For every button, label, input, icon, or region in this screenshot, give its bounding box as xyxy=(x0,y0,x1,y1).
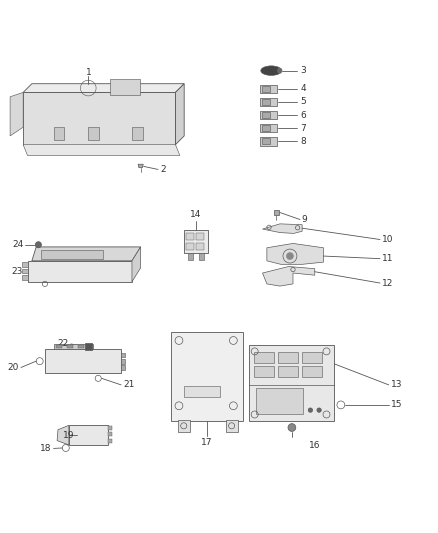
Text: 14: 14 xyxy=(190,211,201,220)
FancyBboxPatch shape xyxy=(262,99,270,105)
FancyBboxPatch shape xyxy=(260,111,277,119)
FancyBboxPatch shape xyxy=(262,86,270,92)
Polygon shape xyxy=(23,84,184,92)
Text: 7: 7 xyxy=(300,124,306,133)
FancyBboxPatch shape xyxy=(121,365,125,370)
FancyBboxPatch shape xyxy=(110,79,140,94)
FancyBboxPatch shape xyxy=(196,233,204,240)
FancyBboxPatch shape xyxy=(302,366,322,377)
FancyBboxPatch shape xyxy=(85,343,92,350)
Text: 1: 1 xyxy=(85,68,91,77)
Polygon shape xyxy=(23,92,176,144)
Text: 21: 21 xyxy=(123,381,134,390)
Polygon shape xyxy=(23,144,180,156)
Polygon shape xyxy=(28,261,132,282)
FancyBboxPatch shape xyxy=(278,366,298,377)
Polygon shape xyxy=(267,244,323,264)
Ellipse shape xyxy=(278,68,282,73)
FancyBboxPatch shape xyxy=(67,345,73,349)
Text: 15: 15 xyxy=(391,400,403,409)
FancyBboxPatch shape xyxy=(53,127,64,140)
Text: 18: 18 xyxy=(40,444,51,453)
FancyBboxPatch shape xyxy=(56,345,62,349)
Ellipse shape xyxy=(261,66,282,76)
Polygon shape xyxy=(262,266,315,286)
Polygon shape xyxy=(32,247,141,261)
FancyBboxPatch shape xyxy=(78,345,84,349)
FancyBboxPatch shape xyxy=(22,262,28,266)
FancyBboxPatch shape xyxy=(196,243,204,250)
Circle shape xyxy=(317,408,321,413)
FancyBboxPatch shape xyxy=(108,426,112,430)
Text: 23: 23 xyxy=(12,267,23,276)
FancyBboxPatch shape xyxy=(53,344,93,349)
FancyBboxPatch shape xyxy=(108,432,112,436)
Circle shape xyxy=(308,408,313,413)
FancyBboxPatch shape xyxy=(256,388,303,415)
Polygon shape xyxy=(132,247,141,282)
Text: 11: 11 xyxy=(382,254,394,263)
Text: 20: 20 xyxy=(7,363,19,372)
Polygon shape xyxy=(57,425,69,445)
FancyBboxPatch shape xyxy=(278,352,298,363)
FancyBboxPatch shape xyxy=(178,419,190,432)
Polygon shape xyxy=(138,164,143,168)
Text: 19: 19 xyxy=(63,431,74,440)
FancyBboxPatch shape xyxy=(254,352,274,363)
Text: 6: 6 xyxy=(300,110,306,119)
FancyBboxPatch shape xyxy=(132,127,143,140)
FancyBboxPatch shape xyxy=(121,353,125,358)
FancyBboxPatch shape xyxy=(22,269,28,273)
Text: 24: 24 xyxy=(12,240,23,249)
FancyBboxPatch shape xyxy=(226,419,238,432)
FancyBboxPatch shape xyxy=(88,127,99,140)
FancyBboxPatch shape xyxy=(260,98,277,107)
Text: 17: 17 xyxy=(201,439,212,447)
FancyBboxPatch shape xyxy=(198,253,204,260)
FancyBboxPatch shape xyxy=(254,366,274,377)
Text: 12: 12 xyxy=(382,279,394,287)
Text: 4: 4 xyxy=(300,84,306,93)
FancyBboxPatch shape xyxy=(45,349,121,373)
FancyBboxPatch shape xyxy=(186,243,194,250)
Polygon shape xyxy=(262,224,302,233)
Text: 8: 8 xyxy=(300,136,306,146)
FancyBboxPatch shape xyxy=(262,112,270,118)
FancyBboxPatch shape xyxy=(187,253,193,260)
Polygon shape xyxy=(274,211,279,215)
FancyBboxPatch shape xyxy=(250,345,334,421)
Text: 2: 2 xyxy=(160,165,166,174)
Text: 10: 10 xyxy=(382,235,394,244)
Text: 13: 13 xyxy=(391,381,403,390)
Circle shape xyxy=(286,253,293,260)
FancyBboxPatch shape xyxy=(262,138,270,144)
Circle shape xyxy=(35,241,42,248)
Polygon shape xyxy=(176,84,184,144)
FancyBboxPatch shape xyxy=(184,386,220,397)
FancyBboxPatch shape xyxy=(186,233,194,240)
FancyBboxPatch shape xyxy=(121,359,125,364)
FancyBboxPatch shape xyxy=(22,275,28,279)
Polygon shape xyxy=(10,92,23,136)
FancyBboxPatch shape xyxy=(260,124,277,133)
FancyBboxPatch shape xyxy=(260,85,277,93)
FancyBboxPatch shape xyxy=(260,137,277,146)
FancyBboxPatch shape xyxy=(171,332,243,421)
Text: 3: 3 xyxy=(300,66,306,75)
FancyBboxPatch shape xyxy=(184,230,208,254)
Text: 5: 5 xyxy=(300,98,306,107)
FancyBboxPatch shape xyxy=(108,439,112,443)
FancyBboxPatch shape xyxy=(302,352,322,363)
FancyBboxPatch shape xyxy=(69,425,108,445)
Circle shape xyxy=(288,424,296,431)
Text: 22: 22 xyxy=(58,340,69,349)
FancyBboxPatch shape xyxy=(41,251,103,259)
Text: 16: 16 xyxy=(309,441,321,450)
Text: 9: 9 xyxy=(302,215,307,224)
FancyBboxPatch shape xyxy=(262,125,270,131)
